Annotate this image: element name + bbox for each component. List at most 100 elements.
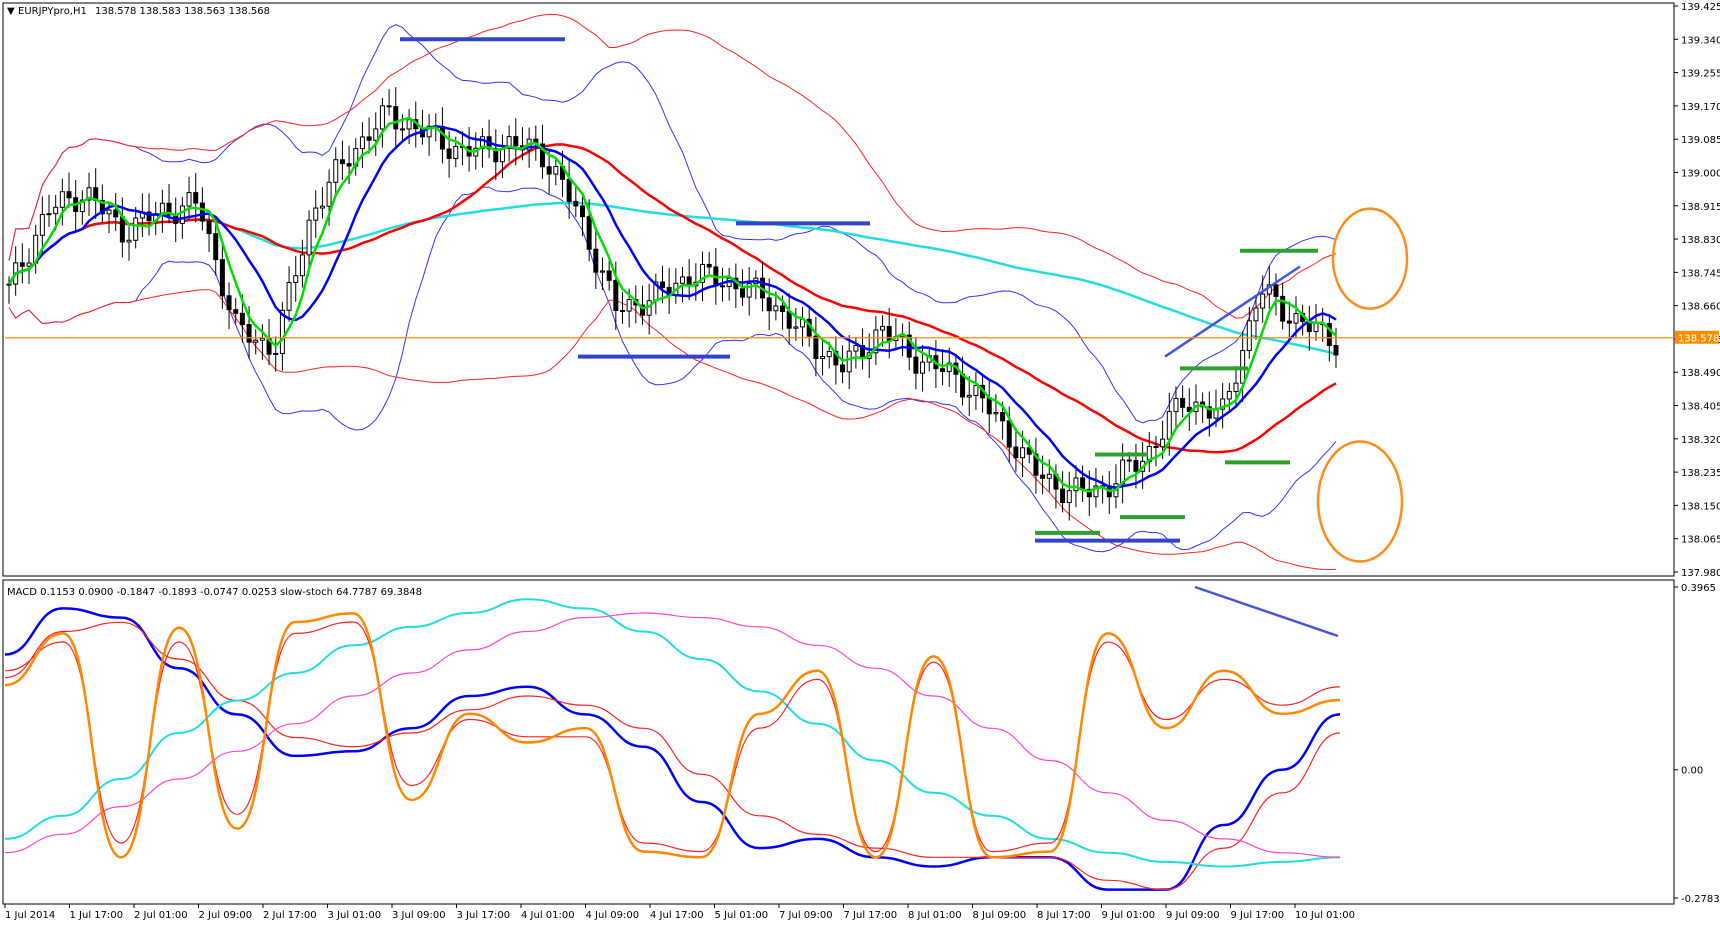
candle-body: [79, 199, 85, 213]
candle-body: [59, 191, 65, 208]
candle-body: [106, 209, 112, 215]
time-x-axis: 1 Jul 2014 1 Jul 17:00 2 Jul 01:00 2 Jul 09…: [4, 904, 1355, 921]
candle-body: [940, 368, 946, 372]
candle-body: [740, 288, 746, 298]
candle-body: [1273, 284, 1279, 297]
candle-body: [913, 356, 919, 374]
candle-body: [333, 159, 339, 183]
candle-body: [1233, 382, 1239, 392]
candle-body: [446, 148, 452, 159]
candle-body: [1133, 460, 1139, 472]
candle-body: [386, 105, 392, 108]
candle-body: [193, 192, 199, 204]
x-tick-label: 1 Jul 2014: [5, 910, 55, 921]
candle-body: [393, 106, 399, 130]
highlight-circle: [1316, 440, 1404, 563]
candle-body: [1253, 307, 1259, 322]
candle-body: [1020, 447, 1026, 459]
ema-fast-line: [7, 116, 1337, 493]
candle-body: [1153, 445, 1159, 448]
candle-body: [1246, 320, 1252, 352]
divergence-line: [1194, 585, 1339, 638]
candle-body: [359, 136, 365, 150]
x-tick-label: 3 Jul 17:00: [457, 910, 511, 921]
candle-body: [606, 270, 612, 281]
candle-body: [880, 325, 886, 331]
candle-body: [46, 213, 52, 216]
bollinger-wide-lower: [8, 289, 1337, 571]
symbol-label: EURJPYpro,H1: [18, 6, 87, 17]
candle-body: [213, 233, 219, 261]
candle-body: [226, 295, 232, 311]
candle-body: [453, 145, 459, 159]
y-tick-label: 139.170: [1681, 102, 1720, 113]
candle-body: [19, 262, 25, 267]
y-tick-label: 0.00: [1681, 766, 1703, 777]
candle-body: [1166, 411, 1172, 440]
candle-body: [159, 202, 165, 215]
bollinger-wide-upper: [8, 13, 1337, 319]
x-tick-label: 2 Jul 01:00: [134, 910, 188, 921]
current-price-label: 138.578: [1678, 333, 1719, 344]
candle-body: [700, 263, 706, 283]
y-tick-label: 138.065: [1681, 535, 1720, 546]
candle-body: [659, 281, 665, 288]
candle-body: [586, 216, 592, 250]
candle-body: [1006, 420, 1012, 448]
candle-body: [199, 202, 205, 222]
candle-body: [1073, 477, 1079, 492]
candle-body: [1093, 485, 1099, 498]
y-tick-label: 138.660: [1681, 302, 1720, 313]
x-tick-label: 4 Jul 09:00: [586, 910, 640, 921]
bollinger-narrow-lower: [8, 186, 1337, 553]
candle-body: [1160, 438, 1166, 448]
candle-body: [873, 329, 879, 354]
indicator-panel: [2, 579, 1675, 905]
candle-body: [373, 128, 379, 141]
stoch-main-line: [4, 612, 1341, 859]
candle-body: [86, 187, 92, 201]
indicator-y-axis: 0.3965 0.00 -0.2783: [1674, 583, 1720, 905]
candle-body: [553, 166, 559, 175]
indicator-signal-ma-line: [4, 598, 1341, 868]
x-tick-label: 2 Jul 09:00: [199, 910, 253, 921]
y-tick-label: 138.150: [1681, 501, 1720, 512]
candle-body: [6, 283, 12, 286]
candle-body: [566, 178, 572, 202]
candle-body: [113, 209, 119, 218]
candle-body: [599, 270, 605, 273]
candle-body: [219, 259, 225, 297]
y-tick-label: 139.000: [1681, 168, 1720, 179]
candle-body: [1186, 406, 1192, 413]
x-tick-label: 10 Jul 01:00: [1295, 910, 1355, 921]
candle-body: [399, 128, 405, 131]
candle-body: [66, 191, 72, 199]
candle-body: [680, 276, 686, 284]
x-tick-label: 9 Jul 01:00: [1102, 910, 1156, 921]
candle-body: [906, 334, 912, 358]
candle-body: [273, 352, 279, 355]
candle-body: [326, 181, 332, 207]
candle-body: [259, 337, 265, 341]
x-tick-label: 7 Jul 17:00: [844, 910, 898, 921]
candle-body: [26, 262, 32, 267]
candle-body: [766, 297, 772, 312]
x-tick-label: 8 Jul 01:00: [908, 910, 962, 921]
candle-body: [840, 364, 846, 373]
candle-body: [613, 279, 619, 312]
candle-body: [920, 361, 926, 374]
candle-body: [746, 283, 752, 298]
candle-body: [539, 143, 545, 168]
x-tick-label: 2 Jul 17:00: [263, 910, 317, 921]
candle-body: [1066, 490, 1072, 503]
candle-body: [1080, 477, 1086, 490]
candle-body: [773, 305, 779, 312]
candle-body: [1086, 488, 1092, 498]
candle-body: [846, 350, 852, 373]
y-tick-label: 139.340: [1681, 35, 1720, 46]
y-tick-label: 0.3965: [1681, 583, 1716, 594]
candle-body: [246, 323, 252, 343]
macd-header: MACD 0.1153 0.0900 -0.1847 -0.1893 -0.07…: [7, 587, 422, 598]
candle-body: [179, 205, 185, 224]
candle-body: [293, 275, 299, 283]
